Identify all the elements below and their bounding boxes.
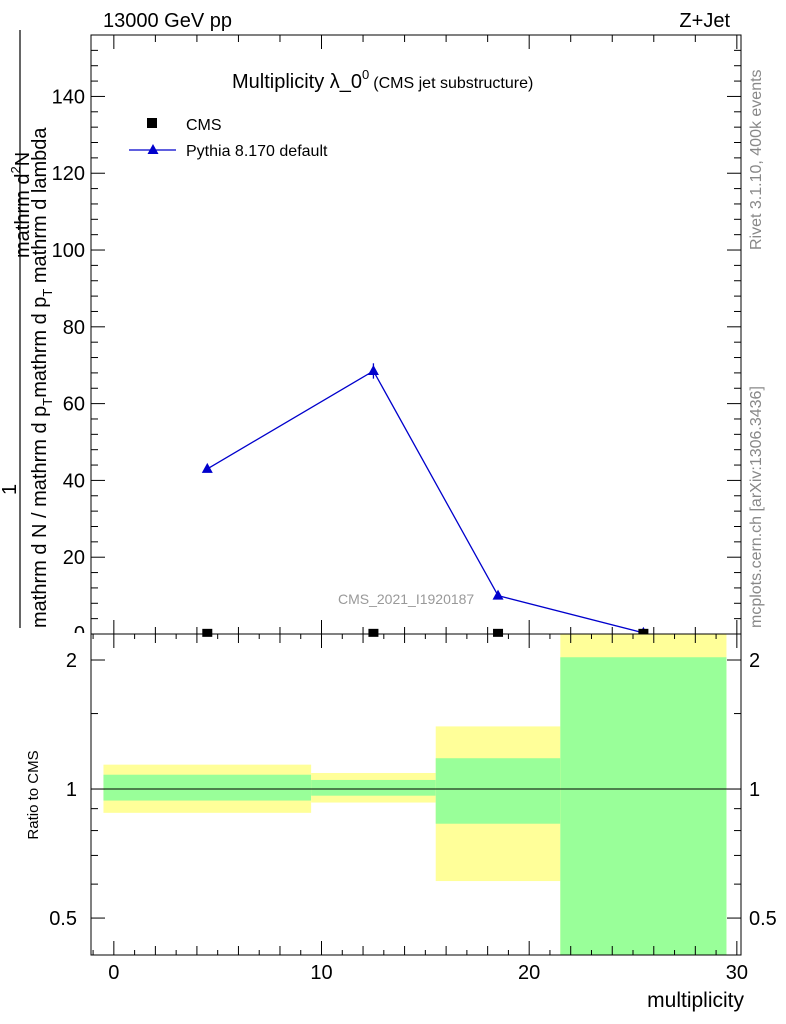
pythia-point [201,462,213,473]
cms-point [638,628,649,637]
legend-pythia-marker [147,144,159,154]
chart-title-sup: 0 [362,67,369,82]
ratio-band-inner [560,657,727,955]
ratio-tick-label-right: 1 [749,779,760,801]
chart-title-main: Multiplicity λ_0 [232,71,362,93]
y-tick-label: 20 [63,547,85,569]
pythia-point [492,589,504,600]
ratio-y-axis: 0.5 0.5 1 1 2 2 [49,650,777,930]
legend: CMS Pythia 8.170 default [129,117,328,160]
chart-title: Multiplicity λ_00 (CMS jet substructure) [232,67,533,93]
y-tick-label: 120 [52,163,85,185]
x-tick-label: 30 [726,962,748,984]
main-frame [90,34,742,635]
ratio-tick-label: 0.5 [49,908,77,930]
legend-cms-marker [147,118,157,128]
pythia-line [206,370,644,634]
mcplots-label: mcplots.cern.ch [arXiv:1306.3436] [748,386,765,628]
energy-label: 13000 GeV pp [103,10,232,32]
main-marks [113,35,738,637]
y-tick-label: 140 [52,86,85,108]
ratio-bands [103,634,727,955]
ratio-tick-label: 2 [66,650,77,672]
ratio-tick-label: 1 [66,779,77,801]
ylabel-one: 1 [0,484,21,495]
ratio-band-inner [103,774,312,801]
ratio-y-label: Ratio to CMS [25,750,42,839]
cms-point [202,628,213,637]
process-label: Z+Jet [679,10,730,32]
y-tick-label: 80 [63,317,85,339]
pythia-point [367,364,379,375]
y-tick-label: 40 [63,470,85,492]
ratio-frame [90,633,742,956]
ratio-tick-label-right: 2 [749,650,760,672]
cms-point [368,628,379,637]
main-panel: 20 40 60 80 100 120 140 0 [52,34,742,645]
ylabel-numerator: mathrm d2N [8,152,34,258]
ratio-panel: 0.5 0.5 1 1 2 2 0 10 20 30 [49,633,777,984]
y-tick-label-zero: 0 [74,623,85,645]
ratio-band-inner [311,779,436,796]
y-tick-label: 100 [52,240,85,262]
ylabel-denominator: mathrm d N / mathrm d pTmathrm d pT math… [29,127,55,628]
legend-pythia-label: Pythia 8.170 default [186,143,328,160]
x-tick-label: 10 [310,962,332,984]
ratio-tick-label-right: 0.5 [749,908,777,930]
rivet-label: Rivet 3.1.10, 400k events [748,69,765,250]
analysis-tag: CMS_2021_I1920187 [338,591,474,607]
chart-title-sub: (CMS jet substructure) [373,75,533,92]
y-tick-label: 60 [63,394,85,416]
cms-point [493,628,504,637]
x-tick-label: 0 [108,962,119,984]
main-y-label: mathrm d2N 1 mathrm d N / mathrm d pTmat… [0,30,55,628]
x-axis-label: multiplicity [647,989,744,1012]
legend-cms-label: CMS [186,117,222,134]
ratio-band-inner [435,758,561,824]
x-tick-label: 20 [518,962,540,984]
x-axis: 0 10 20 30 [92,634,748,984]
